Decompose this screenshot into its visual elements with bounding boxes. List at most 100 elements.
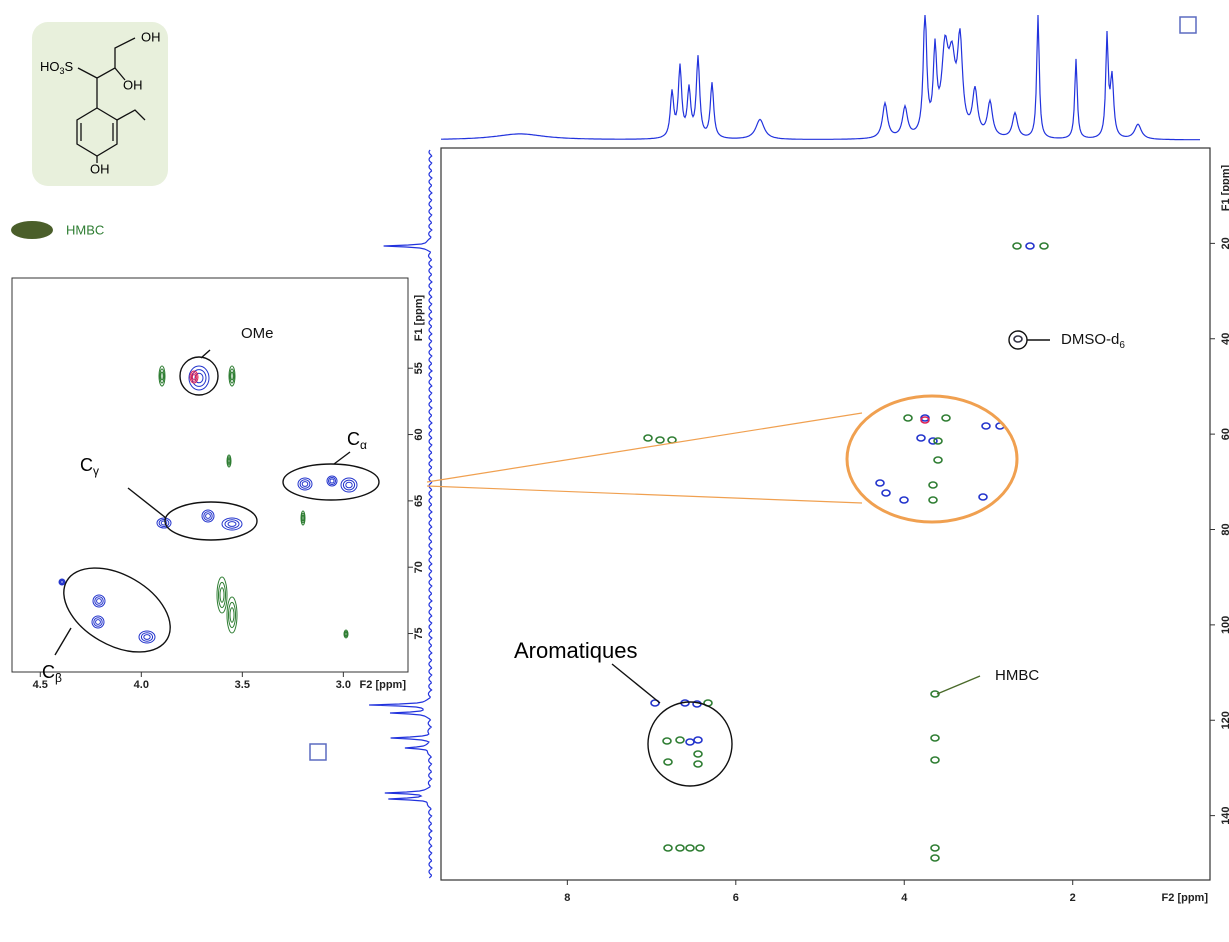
cross-peak <box>655 436 665 444</box>
cross-peak <box>1012 242 1022 250</box>
inset-peak <box>344 630 348 638</box>
inset-peak <box>91 615 105 629</box>
cross-peak <box>675 736 685 744</box>
cross-peak <box>978 493 988 501</box>
structure <box>76 37 146 163</box>
struct-label: HO3S <box>40 59 74 76</box>
annotation: OMe <box>241 325 274 342</box>
proton-spectrum <box>441 14 1200 141</box>
inset-peak <box>159 368 165 384</box>
cross-peak <box>695 844 705 852</box>
inset-peak <box>205 513 211 519</box>
y-tick-label: 60 <box>1220 428 1229 440</box>
inset-peak <box>93 617 103 627</box>
inset-peak <box>156 517 172 529</box>
inset-peak <box>329 478 335 484</box>
inset-peak <box>226 596 238 634</box>
x-tick-label: 3.0 <box>336 679 351 691</box>
cross-peak <box>663 844 673 852</box>
cross-peak <box>916 434 926 442</box>
inset-peak <box>158 365 166 387</box>
marker <box>1179 16 1197 34</box>
inset-peak <box>143 634 151 640</box>
inset-peak <box>203 511 213 521</box>
inset-peak <box>229 607 235 623</box>
cross-peak <box>685 844 695 852</box>
x-tick-label: 4.5 <box>33 679 48 691</box>
cross-peak <box>930 854 940 862</box>
x-tick-label: 2 <box>1070 892 1076 904</box>
cross-peak <box>881 489 891 497</box>
carbon-spectrum <box>369 149 433 879</box>
zoom-ellipse <box>845 394 1019 524</box>
cross-peak <box>693 736 703 744</box>
y-tick-label: 70 <box>413 561 425 573</box>
cross-peak <box>933 456 943 464</box>
inset-peak <box>189 370 199 384</box>
inset-peak <box>92 594 106 608</box>
inset-peak <box>301 481 309 487</box>
inset-peak <box>345 481 353 489</box>
annotation: Cα <box>347 429 367 452</box>
inset-peak <box>326 475 338 487</box>
inset-peak <box>191 369 207 387</box>
inset-peak <box>224 519 240 529</box>
annotation: Cβ <box>42 662 62 685</box>
inset-peak <box>226 454 232 468</box>
inset-peak <box>230 371 234 381</box>
inset-peak <box>328 477 336 485</box>
y-axis-label: F1 [ppm] <box>1220 164 1229 211</box>
inset-peak <box>221 517 243 531</box>
inset-peak <box>59 579 65 585</box>
cross-peak <box>899 496 909 504</box>
x-tick-label: 4.0 <box>134 679 149 691</box>
inset-peak <box>95 619 101 625</box>
annotation: Aromatiques <box>514 638 638 663</box>
inset-peak <box>229 368 235 384</box>
cross-peak <box>928 496 938 504</box>
cross-peak <box>930 844 940 852</box>
y-tick-label: 60 <box>413 428 425 440</box>
cross-peak <box>941 414 951 422</box>
inset-peak <box>158 519 170 527</box>
struct-label: OH <box>123 77 143 92</box>
cross-peak <box>675 844 685 852</box>
main-plot <box>440 147 1211 881</box>
inset-peak <box>138 630 156 644</box>
y-tick-label: 140 <box>1220 806 1229 824</box>
inset-peak <box>300 510 306 526</box>
inset-peak <box>190 372 198 382</box>
y-tick-label: 55 <box>413 362 425 374</box>
inset-peak <box>218 581 226 609</box>
inset-peak <box>216 576 228 614</box>
inset-peak <box>301 514 305 522</box>
x-tick-label: 6 <box>733 892 739 904</box>
annotation: Cγ <box>80 455 99 478</box>
inset-peak <box>160 371 164 381</box>
inset-peak <box>343 629 349 639</box>
inset-plot <box>11 277 409 673</box>
y-tick-label: 100 <box>1220 616 1229 634</box>
inset-peak <box>219 587 225 603</box>
cross-peak <box>930 756 940 764</box>
struct-label: OH <box>90 161 110 176</box>
legend-label: HMBC <box>66 222 104 237</box>
inset-peak <box>94 596 104 606</box>
inset-peak <box>191 374 197 380</box>
annotation-shapes <box>54 330 1050 787</box>
inset-peak <box>227 458 231 464</box>
inset-peak <box>228 601 236 629</box>
cross-peak <box>928 437 938 445</box>
marker <box>309 743 327 761</box>
inset-peak <box>227 521 237 527</box>
y-tick-label: 75 <box>413 627 425 639</box>
cross-peak <box>920 416 930 424</box>
inset-peak <box>340 477 358 493</box>
y-tick-label: 40 <box>1220 333 1229 345</box>
struct-label: OH <box>141 29 161 44</box>
inset-peak <box>160 520 168 526</box>
cross-peak <box>1039 242 1049 250</box>
inset-peak <box>58 578 66 586</box>
inset-peak <box>60 580 64 584</box>
x-tick-label: 3.5 <box>235 679 250 691</box>
